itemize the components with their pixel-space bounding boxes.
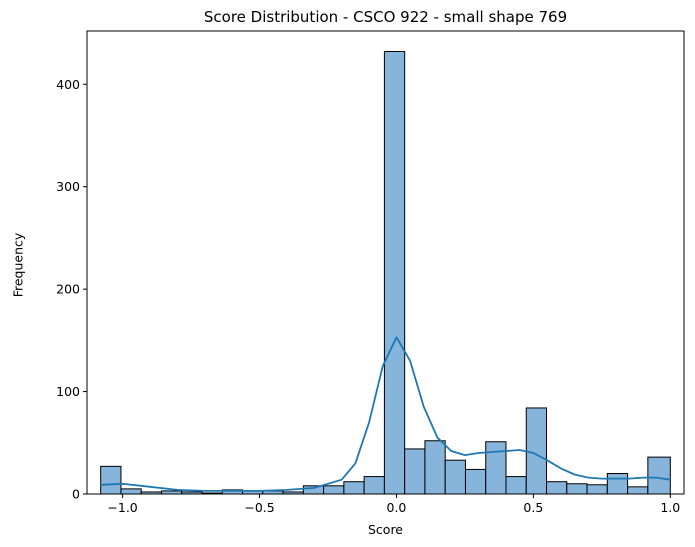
y-tick-label: 400 [56, 77, 80, 92]
histogram-bar [404, 448, 426, 495]
histogram-bar [606, 473, 629, 495]
plot-frame [86, 30, 685, 495]
histogram-bar [323, 485, 345, 495]
histogram-bar [546, 481, 568, 495]
x-tick-label: 1.0 [660, 500, 680, 515]
chart-title: Score Distribution - CSCO 922 - small sh… [203, 8, 568, 26]
y-tick-label: 300 [56, 179, 80, 194]
histogram-bar [100, 465, 122, 495]
y-tick-label: 100 [56, 384, 80, 399]
x-tick-label: 0.5 [523, 500, 543, 515]
x-axis-label: Score [367, 522, 403, 537]
x-tick-label: −1.0 [107, 500, 137, 515]
histogram-bar [444, 459, 466, 495]
kde-line [100, 336, 671, 492]
histogram-bar [363, 476, 385, 495]
histogram-bar [485, 441, 507, 495]
histogram-bar [566, 483, 588, 495]
axes-group: −1.0 −0.5 0.0 0.5 1.0 0 100 200 300 400 [56, 30, 685, 515]
histogram-bar [383, 50, 406, 495]
x-tick-label: 0.0 [387, 500, 407, 515]
histogram-bar [120, 488, 142, 495]
histogram-bar [525, 407, 548, 495]
x-tick-label: −0.5 [244, 500, 274, 515]
histogram-bar [343, 481, 365, 495]
histogram-bar [586, 484, 608, 495]
histogram-bar [647, 456, 671, 495]
histogram-bar [424, 440, 446, 495]
histogram-bar [302, 485, 325, 495]
histogram-bar [464, 468, 487, 495]
bars-group [100, 50, 671, 495]
y-tick-label: 0 [72, 487, 80, 502]
histogram-bar [505, 476, 527, 495]
histogram-bar [627, 486, 649, 495]
kde-group [100, 336, 671, 492]
y-tick-label: 200 [56, 282, 80, 297]
